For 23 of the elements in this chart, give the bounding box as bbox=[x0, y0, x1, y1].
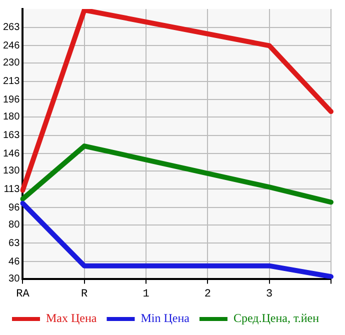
y-tick-label: 30 bbox=[8, 274, 20, 285]
y-tick-label: 63 bbox=[8, 238, 20, 249]
legend-label: Min Цена bbox=[140, 311, 190, 326]
y-tick-label: 146 bbox=[2, 148, 20, 160]
x-tick-label: R bbox=[81, 288, 88, 300]
x-tick-label: RA bbox=[16, 288, 30, 300]
y-tick-label: 213 bbox=[2, 76, 20, 88]
y-tick-label: 163 bbox=[2, 130, 20, 142]
legend-label: Сред.Цена, т.йен bbox=[233, 311, 320, 326]
y-tick-label: 246 bbox=[2, 40, 20, 52]
y-tick-label: 96 bbox=[8, 202, 20, 214]
y-tick-label: 80 bbox=[8, 220, 20, 231]
legend-label: Max Цена bbox=[46, 311, 98, 326]
y-tick-label: 263 bbox=[2, 22, 20, 34]
y-tick-label: 196 bbox=[2, 94, 20, 106]
y-tick-label: 180 bbox=[2, 112, 20, 123]
y-tick-label: 230 bbox=[2, 58, 20, 69]
x-tick-label: 2 bbox=[204, 288, 211, 300]
x-tick-label: 1 bbox=[142, 288, 150, 300]
y-tick-label: 130 bbox=[2, 166, 20, 177]
x-tick-label: 3 bbox=[266, 288, 273, 300]
y-tick-label: 46 bbox=[8, 256, 20, 268]
y-tick-label: 113 bbox=[4, 184, 20, 195]
